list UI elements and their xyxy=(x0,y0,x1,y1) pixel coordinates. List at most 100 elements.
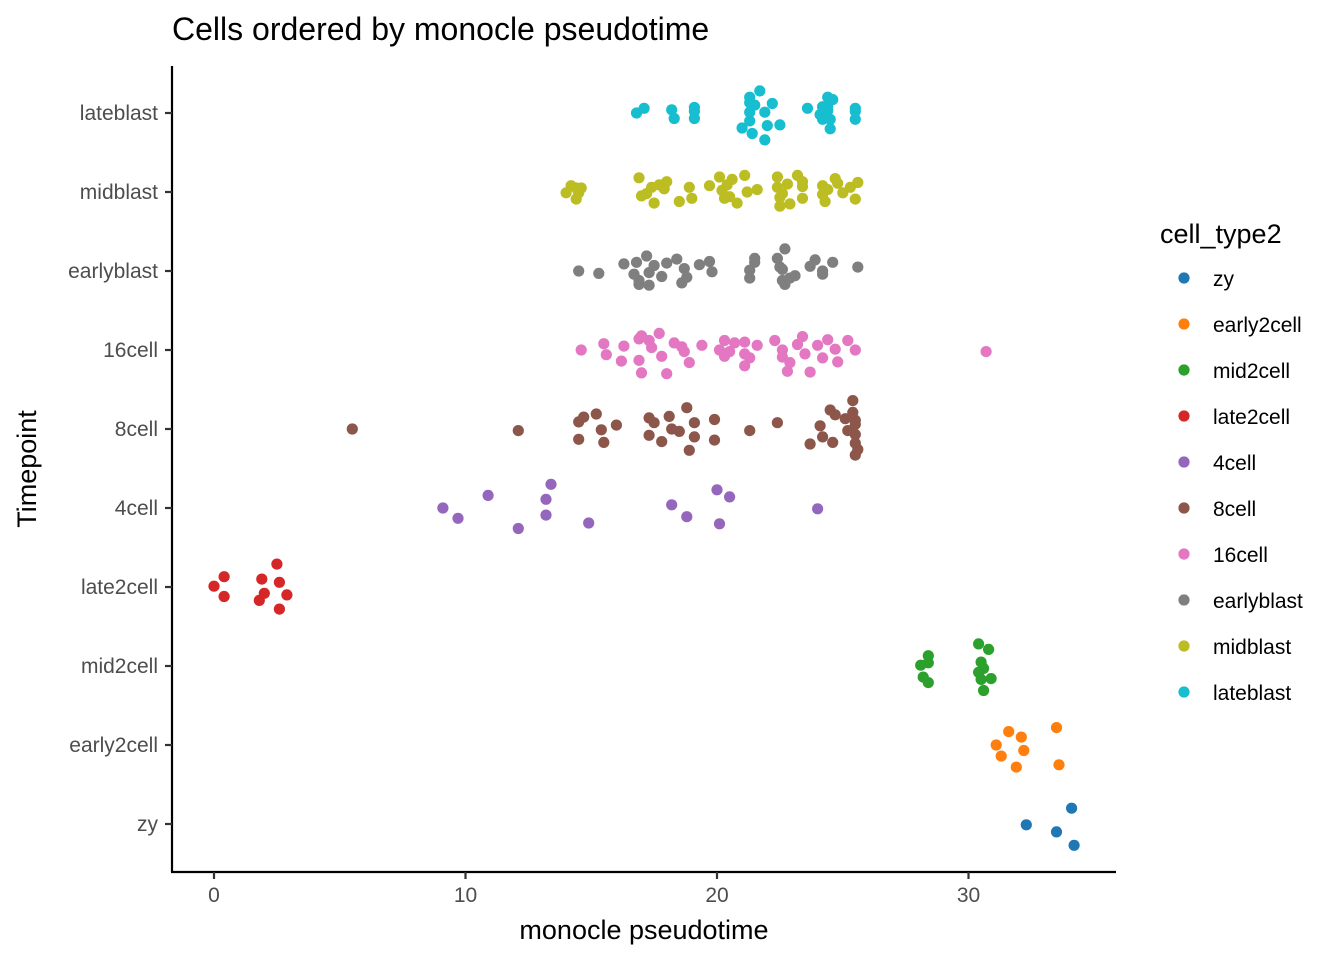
legend-key-late2cell xyxy=(1178,410,1190,422)
y-tick-label: lateblast xyxy=(80,102,158,125)
data-point-midblast xyxy=(771,171,784,183)
data-point-16cell xyxy=(781,365,794,377)
y-tick-label: 4cell xyxy=(115,497,158,520)
data-point-16cell xyxy=(683,357,695,369)
data-point-16cell xyxy=(661,368,673,380)
data-point-lateblast xyxy=(824,113,836,125)
data-point-earlyblast xyxy=(789,270,801,282)
data-point-lateblast xyxy=(666,104,678,116)
data-point-midblast xyxy=(852,176,864,189)
data-point-late2cell xyxy=(256,573,268,585)
data-point-8cell xyxy=(708,413,721,426)
data-point-16cell xyxy=(615,355,628,367)
data-point-midblast xyxy=(819,195,831,208)
data-point-16cell xyxy=(633,354,645,366)
data-point-8cell xyxy=(590,408,602,420)
data-point-8cell xyxy=(814,420,826,432)
data-point-4cell xyxy=(540,509,552,521)
data-point-16cell xyxy=(635,367,648,379)
y-tick-label: early2cell xyxy=(69,734,158,757)
data-point-earlyblast xyxy=(633,274,645,287)
data-point-8cell xyxy=(643,429,655,441)
data-point-mid2cell xyxy=(922,657,934,669)
data-point-16cell xyxy=(676,341,688,353)
data-point-midblast xyxy=(724,191,736,203)
data-point-early2cell xyxy=(1053,759,1065,771)
data-point-earlyblast xyxy=(661,257,673,269)
data-point-lateblast xyxy=(746,127,758,140)
data-point-midblast xyxy=(726,173,738,185)
data-point-8cell xyxy=(744,425,756,437)
data-point-8cell xyxy=(771,417,784,429)
data-point-lateblast xyxy=(744,115,756,127)
legend-label: zy xyxy=(1213,268,1235,291)
data-point-8cell xyxy=(829,409,841,421)
chart-title: Cells ordered by monocle pseudotime xyxy=(172,11,709,47)
data-point-earlyblast xyxy=(630,256,643,268)
data-point-lateblast xyxy=(766,97,778,110)
data-point-4cell xyxy=(512,522,524,535)
data-point-16cell xyxy=(784,357,796,369)
data-point-early2cell xyxy=(1018,744,1030,757)
data-point-early2cell xyxy=(1003,726,1015,738)
y-tick-label: earlyblast xyxy=(68,260,158,283)
legend-label: late2cell xyxy=(1213,406,1290,429)
data-point-midblast xyxy=(784,198,796,210)
data-point-4cell xyxy=(545,478,557,490)
data-point-late2cell xyxy=(208,580,220,592)
data-point-lateblast xyxy=(759,106,771,118)
data-point-8cell xyxy=(578,411,590,423)
data-point-earlyblast xyxy=(852,261,864,273)
legend-label: midblast xyxy=(1213,636,1291,659)
data-point-8cell xyxy=(610,419,623,431)
data-point-lateblast xyxy=(761,120,773,132)
y-tick-label: 8cell xyxy=(115,418,158,441)
data-point-mid2cell xyxy=(978,662,990,675)
data-point-earlyblast xyxy=(648,259,660,272)
data-point-8cell xyxy=(683,444,695,456)
data-point-lateblast xyxy=(749,99,761,111)
data-point-16cell xyxy=(696,339,708,351)
data-point-4cell xyxy=(666,499,678,511)
data-point-4cell xyxy=(437,502,449,514)
data-point-16cell xyxy=(829,343,841,355)
data-point-16cell xyxy=(653,327,665,339)
data-point-midblast xyxy=(751,184,763,196)
data-point-midblast xyxy=(781,178,794,190)
legend-key-16cell xyxy=(1178,548,1190,560)
data-point-midblast xyxy=(774,200,786,212)
data-point-mid2cell xyxy=(985,673,997,685)
data-point-8cell xyxy=(708,434,721,446)
legend-key-zy xyxy=(1178,272,1190,284)
data-point-16cell xyxy=(635,330,648,342)
data-point-4cell xyxy=(681,511,693,523)
y-tick-label: midblast xyxy=(80,181,158,204)
data-point-earlyblast xyxy=(671,253,683,265)
data-point-16cell xyxy=(600,349,612,361)
data-point-earlyblast xyxy=(779,243,791,255)
data-point-midblast xyxy=(776,188,789,200)
data-point-midblast xyxy=(703,180,716,192)
data-point-midblast xyxy=(575,182,587,194)
data-point-8cell xyxy=(346,423,358,435)
data-point-mid2cell xyxy=(975,673,987,686)
data-point-earlyblast xyxy=(771,252,784,264)
data-point-midblast xyxy=(633,172,645,184)
data-point-16cell xyxy=(751,339,763,351)
x-tick-label: 30 xyxy=(957,884,980,907)
y-tick-label: zy xyxy=(137,813,159,836)
y-tick-label: mid2cell xyxy=(81,655,158,678)
data-point-midblast xyxy=(686,192,698,204)
data-point-zy xyxy=(1020,819,1032,831)
data-point-zy xyxy=(1068,839,1080,851)
data-point-16cell xyxy=(842,334,854,347)
data-point-8cell xyxy=(673,425,685,437)
data-point-16cell xyxy=(804,366,816,378)
data-point-earlyblast xyxy=(641,250,653,262)
data-point-8cell xyxy=(849,449,861,461)
x-tick-label: 20 xyxy=(705,884,728,907)
legend-key-lateblast xyxy=(1178,686,1190,698)
data-point-8cell xyxy=(817,431,829,443)
legend-label: earlyblast xyxy=(1213,590,1303,613)
data-point-midblast xyxy=(739,169,751,181)
